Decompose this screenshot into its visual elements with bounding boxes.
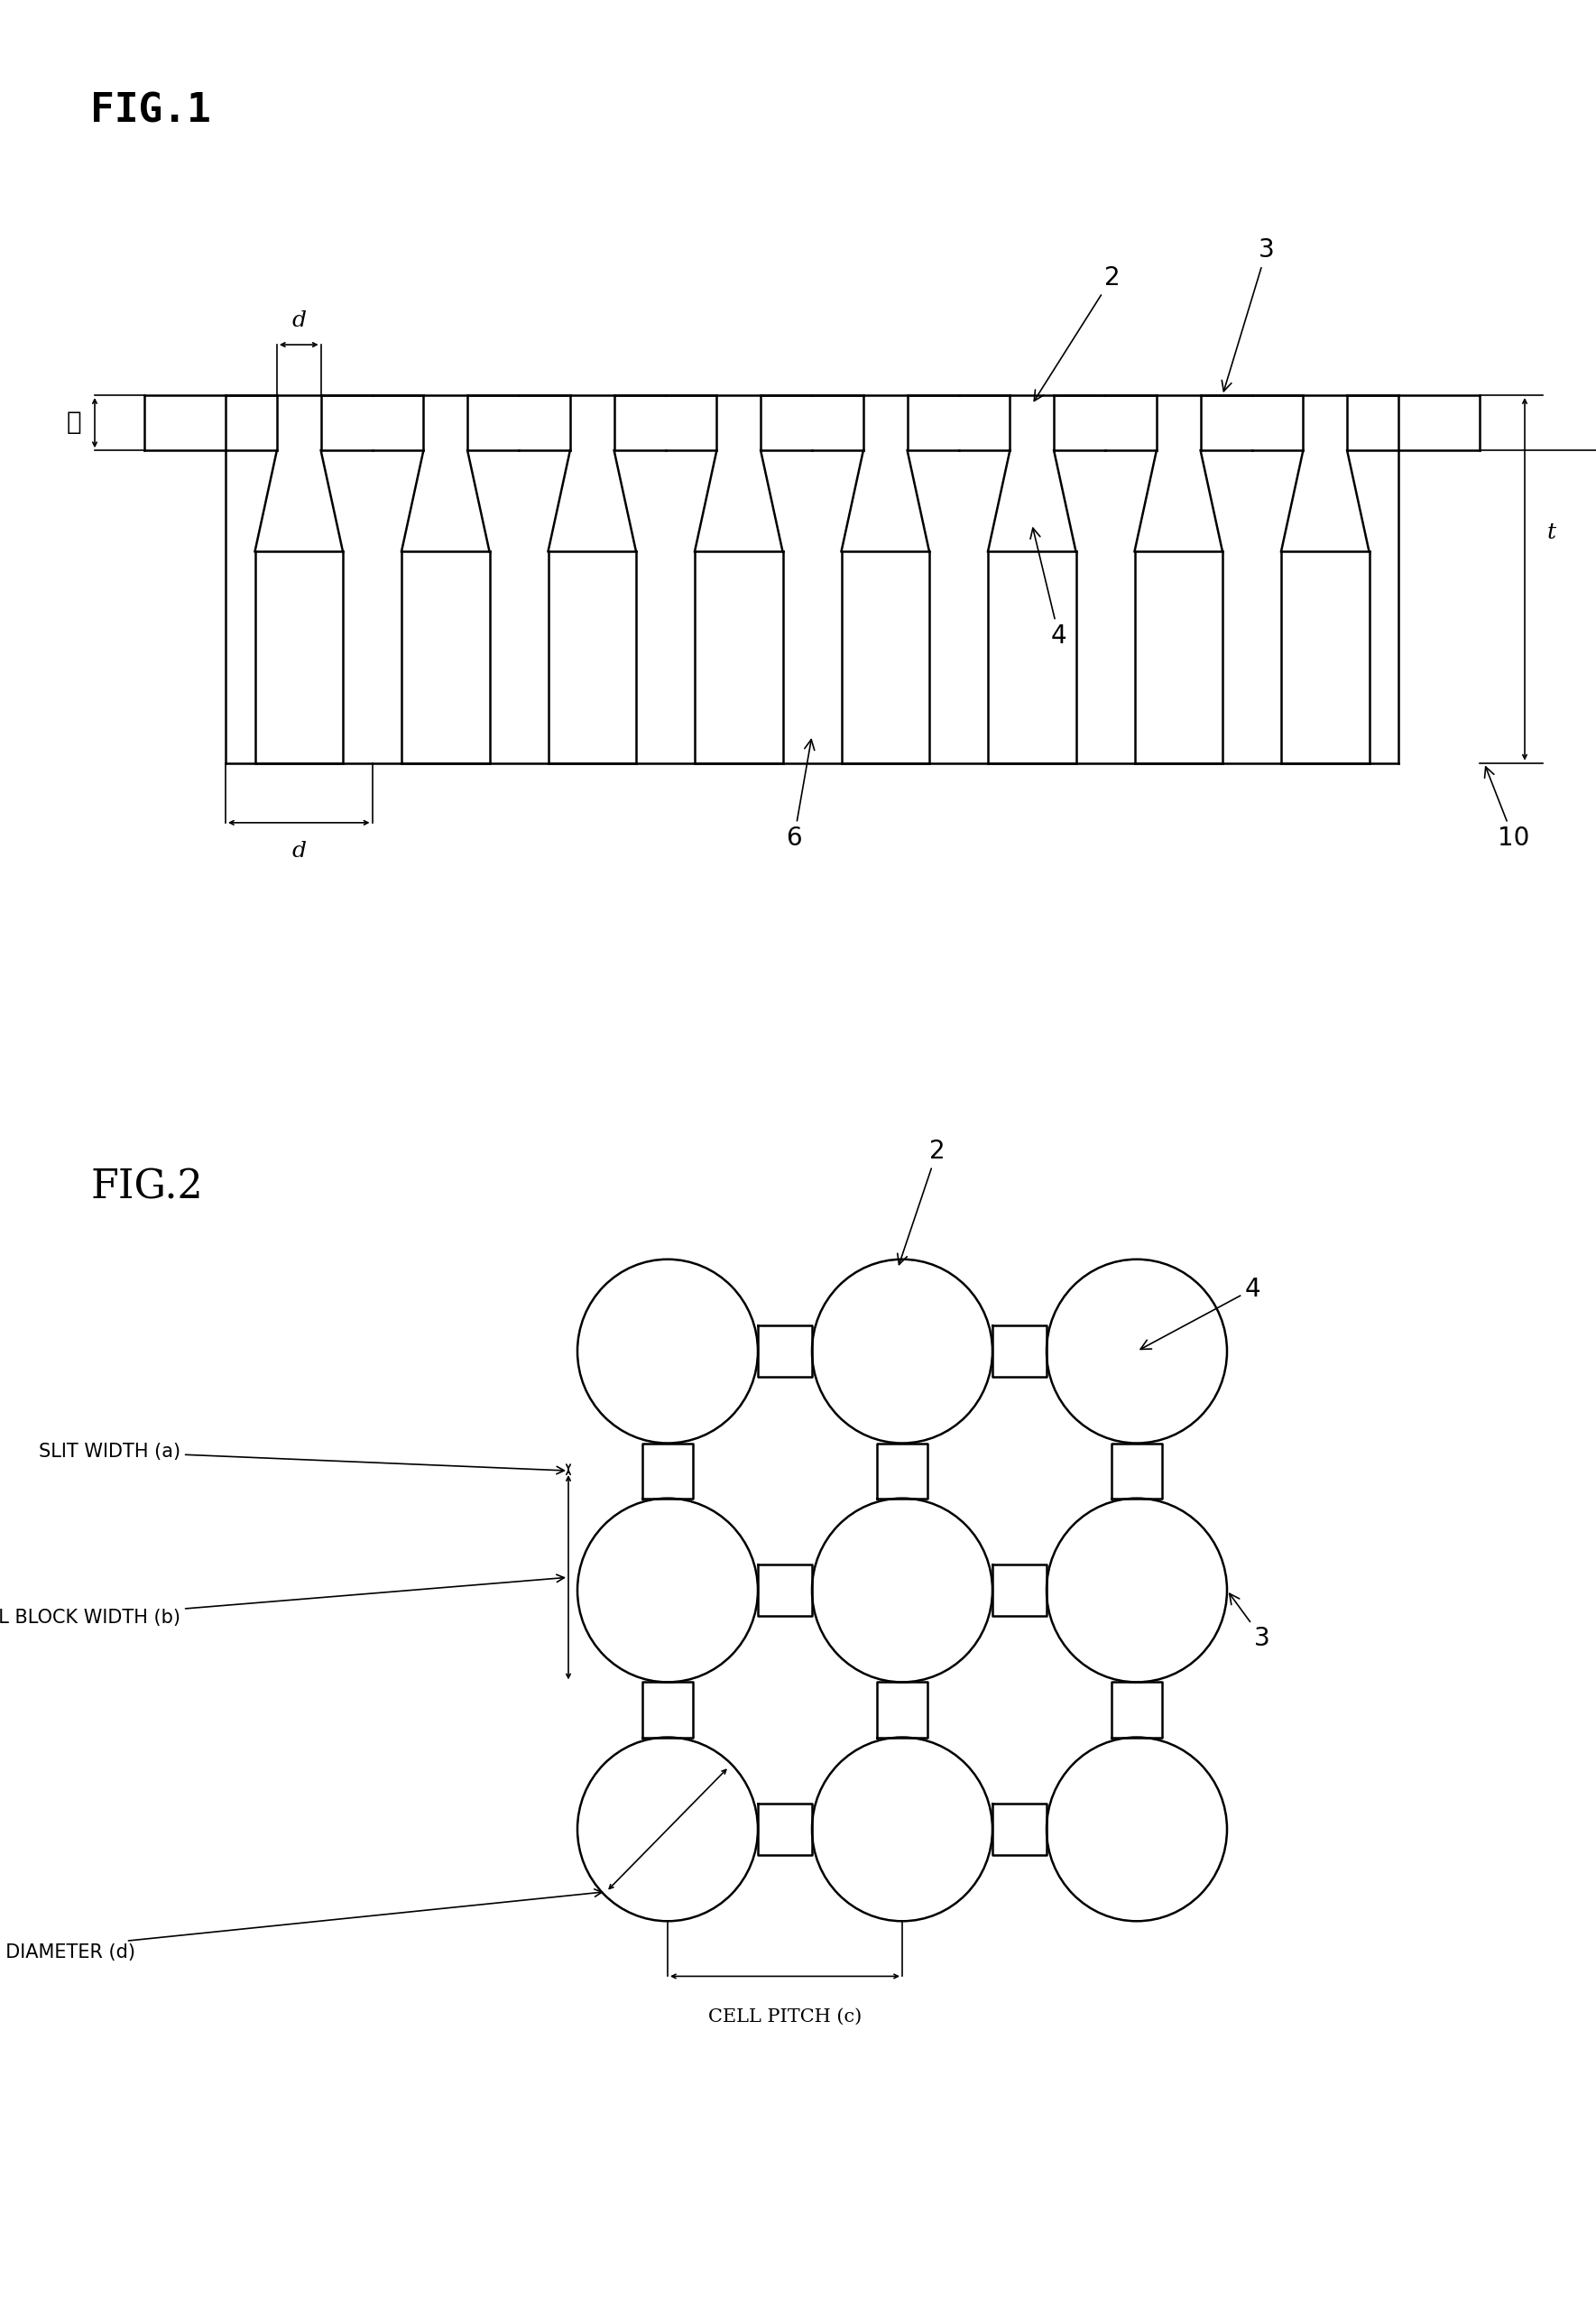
Text: FIG.1: FIG.1 [91,92,211,131]
Text: 10: 10 [1484,768,1529,850]
Text: BACK HOLE DIAMETER (d): BACK HOLE DIAMETER (d) [0,1889,602,1962]
Text: 4: 4 [1141,1275,1261,1349]
Text: SLIT WIDTH (a): SLIT WIDTH (a) [38,1443,565,1473]
Text: 4: 4 [1031,529,1066,648]
Text: 3: 3 [1223,237,1275,391]
Text: 6: 6 [785,740,814,850]
Text: 3: 3 [1229,1593,1270,1650]
Text: CELL PITCH (c): CELL PITCH (c) [709,2008,862,2025]
Text: t: t [1547,522,1556,545]
Text: 2: 2 [1034,264,1120,400]
Text: 2: 2 [897,1138,945,1264]
Text: FIG.2: FIG.2 [91,1167,203,1206]
Text: ℓ: ℓ [65,411,81,434]
Text: d: d [292,841,306,862]
Text: CELL BLOCK WIDTH (b): CELL BLOCK WIDTH (b) [0,1574,565,1627]
Text: d: d [292,310,306,331]
